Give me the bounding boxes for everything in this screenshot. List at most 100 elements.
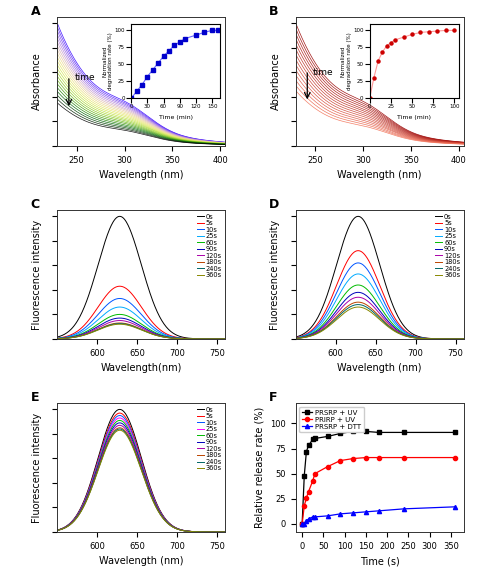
120s — [222, 335, 228, 342]
360s — [158, 512, 163, 519]
90s — [55, 527, 61, 534]
60s — [196, 335, 202, 342]
120s — [461, 335, 467, 342]
10s — [445, 335, 451, 342]
360s — [155, 507, 161, 514]
PRIRP + UV — [305, 488, 311, 495]
Text: B: B — [269, 5, 278, 18]
Y-axis label: Fluorescence intensity: Fluorescence intensity — [32, 412, 42, 523]
X-axis label: Wavelength (nm): Wavelength (nm) — [337, 363, 422, 373]
25s — [393, 321, 399, 328]
25s — [154, 328, 160, 335]
360s — [393, 329, 399, 336]
360s — [55, 335, 61, 342]
PRSRP + UV — [312, 435, 318, 442]
10s — [155, 327, 161, 334]
25s — [55, 527, 61, 534]
PRSRP + DTT — [452, 503, 458, 510]
240s — [155, 332, 161, 339]
360s — [207, 335, 213, 342]
0s — [155, 503, 161, 510]
240s — [158, 333, 163, 340]
0s — [396, 315, 402, 322]
180s — [55, 335, 61, 342]
Line: 60s: 60s — [57, 420, 225, 532]
PRSRP + DTT — [337, 510, 343, 517]
0s — [222, 335, 228, 342]
25s — [158, 510, 163, 517]
0s — [196, 529, 202, 535]
90s — [207, 529, 213, 535]
240s — [154, 332, 160, 339]
25s — [54, 335, 60, 342]
120s — [196, 529, 202, 535]
60s — [355, 281, 361, 288]
240s — [222, 335, 228, 342]
25s — [154, 503, 160, 510]
Line: 60s: 60s — [296, 285, 464, 339]
PRSRP + UV — [402, 429, 407, 436]
Line: 90s: 90s — [57, 423, 225, 532]
240s — [393, 328, 399, 335]
Y-axis label: Relative release rate (%): Relative release rate (%) — [255, 407, 265, 528]
Line: 240s: 240s — [57, 324, 225, 339]
PRSRP + UV — [299, 521, 305, 527]
5s — [207, 335, 213, 342]
0s — [355, 213, 361, 220]
10s — [222, 529, 228, 535]
90s — [196, 529, 202, 535]
25s — [355, 271, 361, 277]
Line: 60s: 60s — [57, 315, 225, 339]
Text: time: time — [313, 68, 334, 77]
PRSRP + DTT — [376, 507, 381, 514]
Y-axis label: Fluorescence intensity: Fluorescence intensity — [32, 220, 42, 329]
Line: 180s: 180s — [296, 302, 464, 339]
60s — [461, 335, 467, 342]
0s — [158, 509, 163, 515]
25s — [196, 529, 202, 535]
25s — [393, 322, 399, 329]
90s — [293, 335, 299, 341]
120s — [55, 527, 61, 534]
240s — [55, 527, 61, 534]
0s — [293, 333, 299, 340]
Line: 25s: 25s — [57, 418, 225, 532]
Line: 180s: 180s — [57, 428, 225, 532]
0s — [154, 502, 160, 509]
10s — [55, 335, 61, 341]
60s — [155, 331, 161, 337]
5s — [54, 527, 60, 534]
Line: PRSRP + UV: PRSRP + UV — [300, 430, 457, 526]
180s — [461, 335, 467, 342]
180s — [393, 328, 399, 335]
360s — [54, 527, 60, 534]
60s — [293, 335, 299, 341]
10s — [196, 335, 202, 342]
240s — [117, 426, 122, 432]
60s — [158, 331, 163, 338]
60s — [222, 529, 228, 535]
180s — [154, 332, 160, 339]
180s — [117, 424, 122, 431]
0s — [393, 308, 399, 315]
25s — [396, 325, 402, 332]
PRIRP + UV — [337, 457, 343, 464]
120s — [207, 529, 213, 535]
25s — [117, 304, 122, 311]
0s — [55, 526, 61, 533]
X-axis label: Wavelength(nm): Wavelength(nm) — [100, 363, 182, 373]
180s — [54, 527, 60, 534]
60s — [207, 529, 213, 535]
60s — [54, 335, 60, 342]
360s — [154, 506, 160, 513]
60s — [435, 335, 441, 342]
60s — [55, 335, 61, 342]
10s — [54, 335, 60, 341]
10s — [55, 527, 61, 534]
Line: 25s: 25s — [57, 307, 225, 339]
60s — [393, 324, 399, 331]
240s — [207, 529, 213, 535]
5s — [155, 324, 161, 331]
120s — [435, 335, 441, 342]
PRIRP + UV — [402, 454, 407, 461]
